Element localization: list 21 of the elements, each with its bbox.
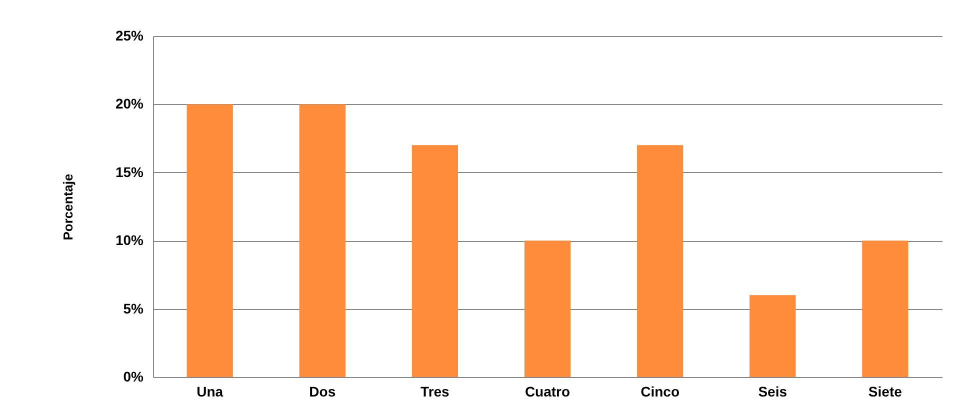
bar	[636, 145, 684, 377]
x-tick-label: Siete	[868, 384, 902, 400]
x-tick-label: Dos	[309, 384, 336, 400]
y-tick-label: 15%	[115, 164, 144, 180]
x-tick-label: Seis	[758, 384, 788, 400]
bar	[299, 104, 346, 377]
y-tick-label: 0%	[123, 368, 144, 384]
y-tick-label: 20%	[115, 96, 144, 112]
x-tick-label: Cinco	[640, 384, 680, 400]
x-tick-label: Cuatro	[524, 384, 570, 400]
bar	[412, 145, 458, 377]
y-tick-label: 25%	[115, 28, 144, 44]
y-tick-label: 10%	[115, 232, 144, 248]
bar	[862, 240, 908, 377]
y-tick-label: 5%	[123, 300, 144, 316]
bar	[750, 295, 796, 377]
x-tick-label: Tres	[420, 384, 450, 400]
bar	[524, 240, 571, 377]
x-tick-label: Una	[196, 384, 224, 400]
bar	[186, 104, 233, 377]
y-axis-title: Porcentaje	[60, 174, 76, 240]
